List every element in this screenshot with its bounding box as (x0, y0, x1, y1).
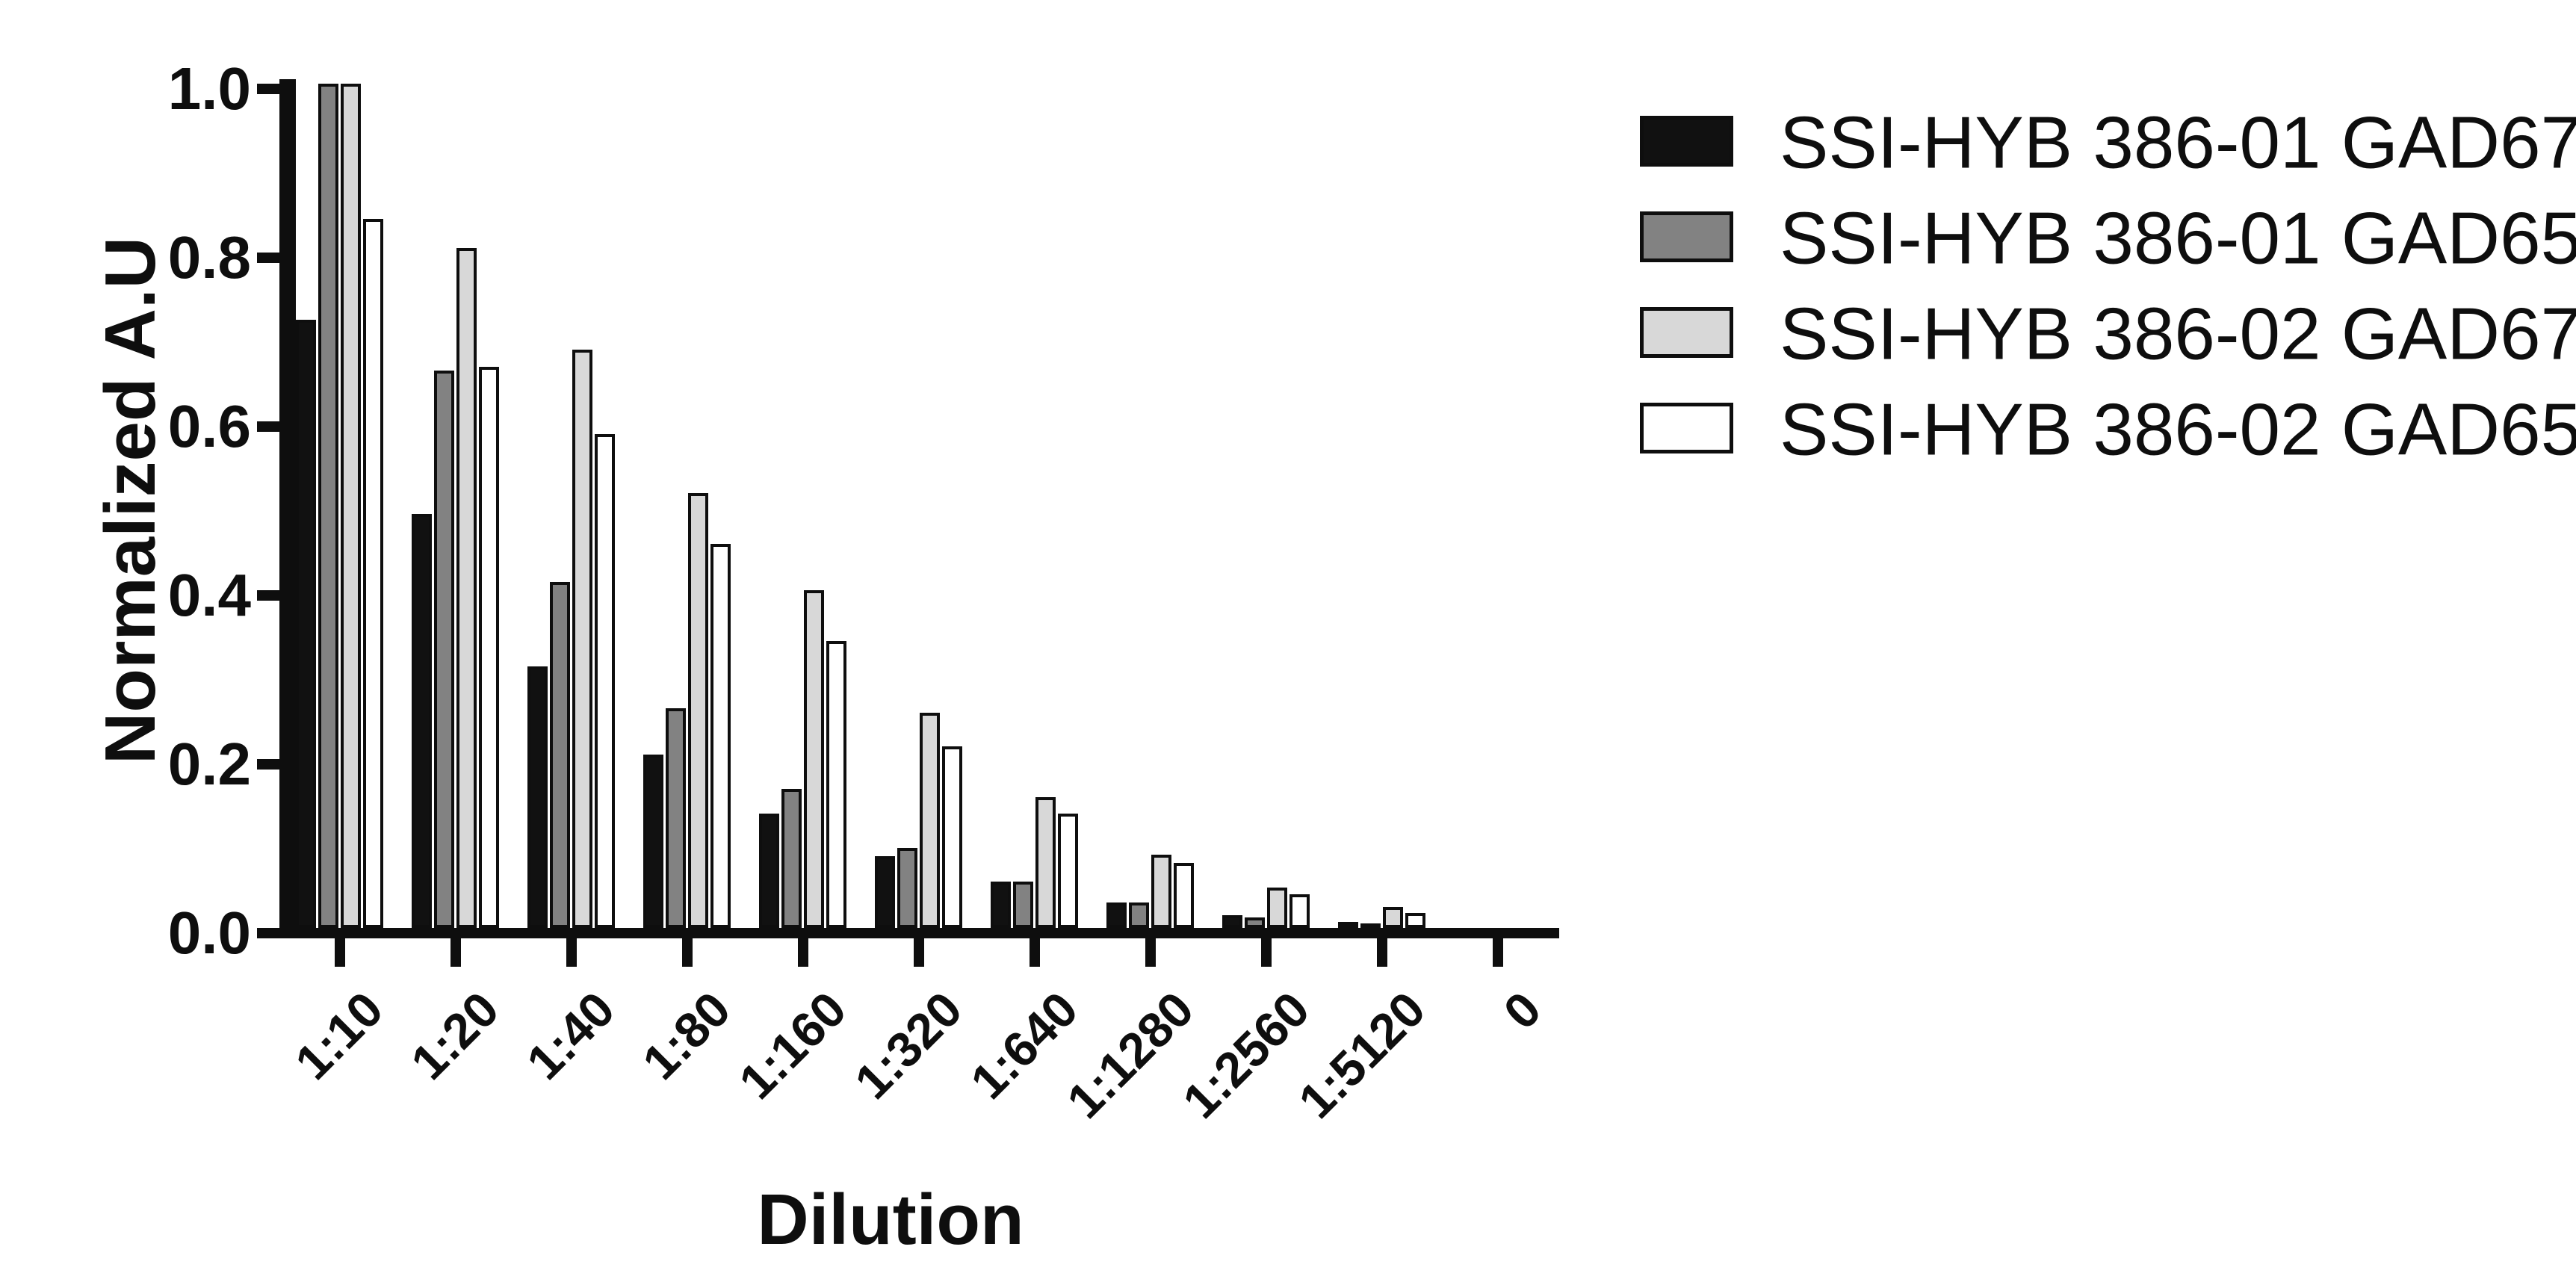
bar (781, 789, 802, 928)
legend-swatch (1640, 307, 1733, 358)
bar (826, 641, 846, 928)
y-tick-label: 1.0 (167, 55, 251, 122)
bar (595, 434, 615, 928)
bar (688, 493, 708, 928)
bar (1360, 923, 1381, 929)
x-tick (1377, 938, 1387, 967)
legend-label: SSI-HYB 386-02 GAD65 (1780, 388, 2576, 471)
bar (296, 320, 316, 928)
bar (643, 755, 663, 928)
y-tick (257, 759, 281, 770)
legend-label: SSI-HYB 386-01 GAD65 (1780, 196, 2576, 279)
bar (1174, 863, 1194, 928)
x-tick-label: 1:40 (515, 981, 625, 1090)
y-tick (257, 590, 281, 601)
x-tick-label: 1:320 (843, 981, 973, 1109)
bar (1106, 902, 1127, 928)
y-tick-label: 0.2 (167, 731, 251, 797)
bar (527, 666, 548, 928)
y-tick-label: 0.8 (167, 224, 251, 291)
bar (318, 84, 338, 928)
y-tick-label: 0.4 (167, 562, 251, 628)
y-tick-label: 0.0 (167, 900, 251, 966)
bar (412, 514, 432, 928)
bar (991, 882, 1011, 928)
x-axis-line (273, 928, 1559, 938)
legend-swatch (1640, 211, 1733, 262)
x-tick (914, 938, 924, 967)
x-tick (335, 938, 345, 967)
bar (875, 856, 895, 928)
x-tick (451, 938, 461, 967)
y-tick (257, 84, 281, 94)
bar (341, 84, 361, 928)
x-tick (1145, 938, 1156, 967)
bar (759, 814, 779, 928)
bar (1013, 882, 1033, 928)
x-tick (682, 938, 693, 967)
bar (1035, 797, 1056, 928)
x-tick-label: 1:80 (631, 981, 741, 1090)
x-tick-label: 1:2560 (1171, 981, 1320, 1129)
x-tick-label: 1:1280 (1056, 981, 1204, 1129)
bar (1383, 907, 1403, 928)
bar (710, 544, 731, 928)
y-tick (257, 253, 281, 263)
bar (1129, 902, 1149, 928)
bar (1058, 814, 1078, 928)
bar (572, 350, 592, 928)
x-tick (1493, 938, 1503, 967)
x-tick-label: 0 (1493, 981, 1552, 1040)
bar (1267, 888, 1287, 928)
x-tick-label: 1:10 (284, 981, 394, 1090)
legend-swatch (1640, 403, 1733, 453)
x-axis-title: Dilution (757, 1180, 1024, 1260)
legend-swatch (1640, 116, 1733, 167)
bar (550, 582, 570, 928)
bar (1151, 855, 1171, 928)
bar (920, 713, 940, 928)
bar (434, 371, 454, 928)
bar (1338, 922, 1358, 928)
y-axis-title: Normalized A.U (90, 237, 170, 764)
bar (804, 590, 824, 928)
x-tick (1030, 938, 1040, 967)
bar (1245, 917, 1265, 928)
x-tick (798, 938, 808, 967)
bar (479, 367, 499, 928)
x-tick-label: 1:20 (400, 981, 510, 1090)
bar (897, 848, 917, 928)
x-tick-label: 1:5120 (1287, 981, 1436, 1129)
y-tick (257, 928, 281, 938)
y-tick-label: 0.6 (167, 393, 251, 459)
legend-label: SSI-HYB 386-01 GAD67 (1780, 101, 2576, 184)
x-tick (1261, 938, 1272, 967)
x-tick-label: 1:160 (728, 981, 857, 1109)
y-axis-line (279, 79, 296, 938)
bar (942, 746, 962, 928)
bar (1289, 894, 1310, 928)
bar (363, 219, 383, 928)
y-tick (257, 421, 281, 432)
bar (456, 248, 477, 928)
bar (666, 708, 686, 928)
legend-label: SSI-HYB 386-02 GAD67 (1780, 292, 2576, 375)
bar (1405, 913, 1425, 928)
x-tick (566, 938, 577, 967)
bar (1222, 915, 1242, 928)
